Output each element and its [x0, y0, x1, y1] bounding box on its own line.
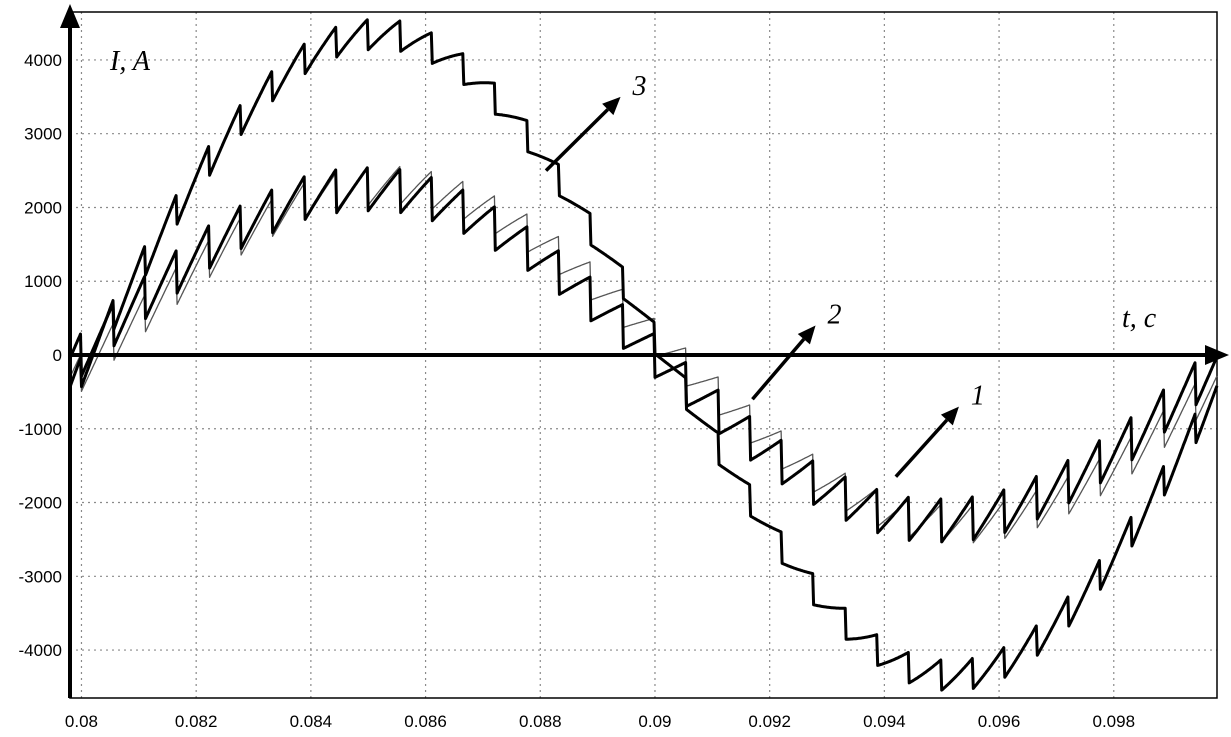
annotation-arrowhead-2	[797, 325, 816, 345]
x-tick-label: 0.08	[65, 712, 98, 731]
annotation-arrowhead-1	[940, 406, 959, 426]
x-tick-label: 0.082	[175, 712, 218, 731]
y-tick-label: 1000	[24, 272, 62, 291]
y-tick-label: 0	[53, 346, 62, 365]
series-3-line	[68, 18, 1219, 692]
series-2-line	[68, 166, 1219, 544]
y-tick-label: 4000	[24, 51, 62, 70]
curve-label-3: 3	[632, 71, 647, 102]
x-tick-label: 0.096	[978, 712, 1021, 731]
x-tick-label: 0.092	[748, 712, 791, 731]
y-tick-label: 2000	[24, 198, 62, 217]
y-tick-label: -3000	[19, 567, 62, 586]
axes	[60, 4, 1229, 698]
x-axis-label: t, c	[1122, 303, 1157, 334]
x-tick-label: 0.084	[290, 712, 333, 731]
x-tick-label: 0.088	[519, 712, 562, 731]
series-layer	[68, 18, 1219, 692]
y-tick-label: -2000	[19, 494, 62, 513]
series-1-line	[69, 165, 1218, 544]
y-tick-label: -4000	[19, 641, 62, 660]
curve-label-2: 2	[828, 299, 842, 330]
x-axis-arrow	[1205, 345, 1229, 365]
annotation-arrowhead-3	[602, 96, 621, 116]
y-axis-label: I, A	[109, 46, 151, 77]
curve-label-1: 1	[971, 381, 985, 412]
y-tick-label: -1000	[19, 420, 62, 439]
y-axis-arrow	[60, 4, 80, 28]
x-tick-label: 0.086	[404, 712, 447, 731]
tick-labels: 0.08 0.082 0.084 0.086 0.088 0.09 0.092 0.094 0.…	[19, 51, 1136, 731]
annotation-arrow-3	[544, 108, 609, 172]
y-tick-label: 3000	[24, 125, 62, 144]
x-tick-label: 0.098	[1092, 712, 1135, 731]
x-tick-label: 0.094	[863, 712, 906, 731]
annotation-arrow-1	[894, 418, 949, 478]
annotation-arrow-2	[751, 338, 806, 401]
x-tick-label: 0.09	[638, 712, 671, 731]
annotations: 1 2 3	[544, 71, 985, 478]
